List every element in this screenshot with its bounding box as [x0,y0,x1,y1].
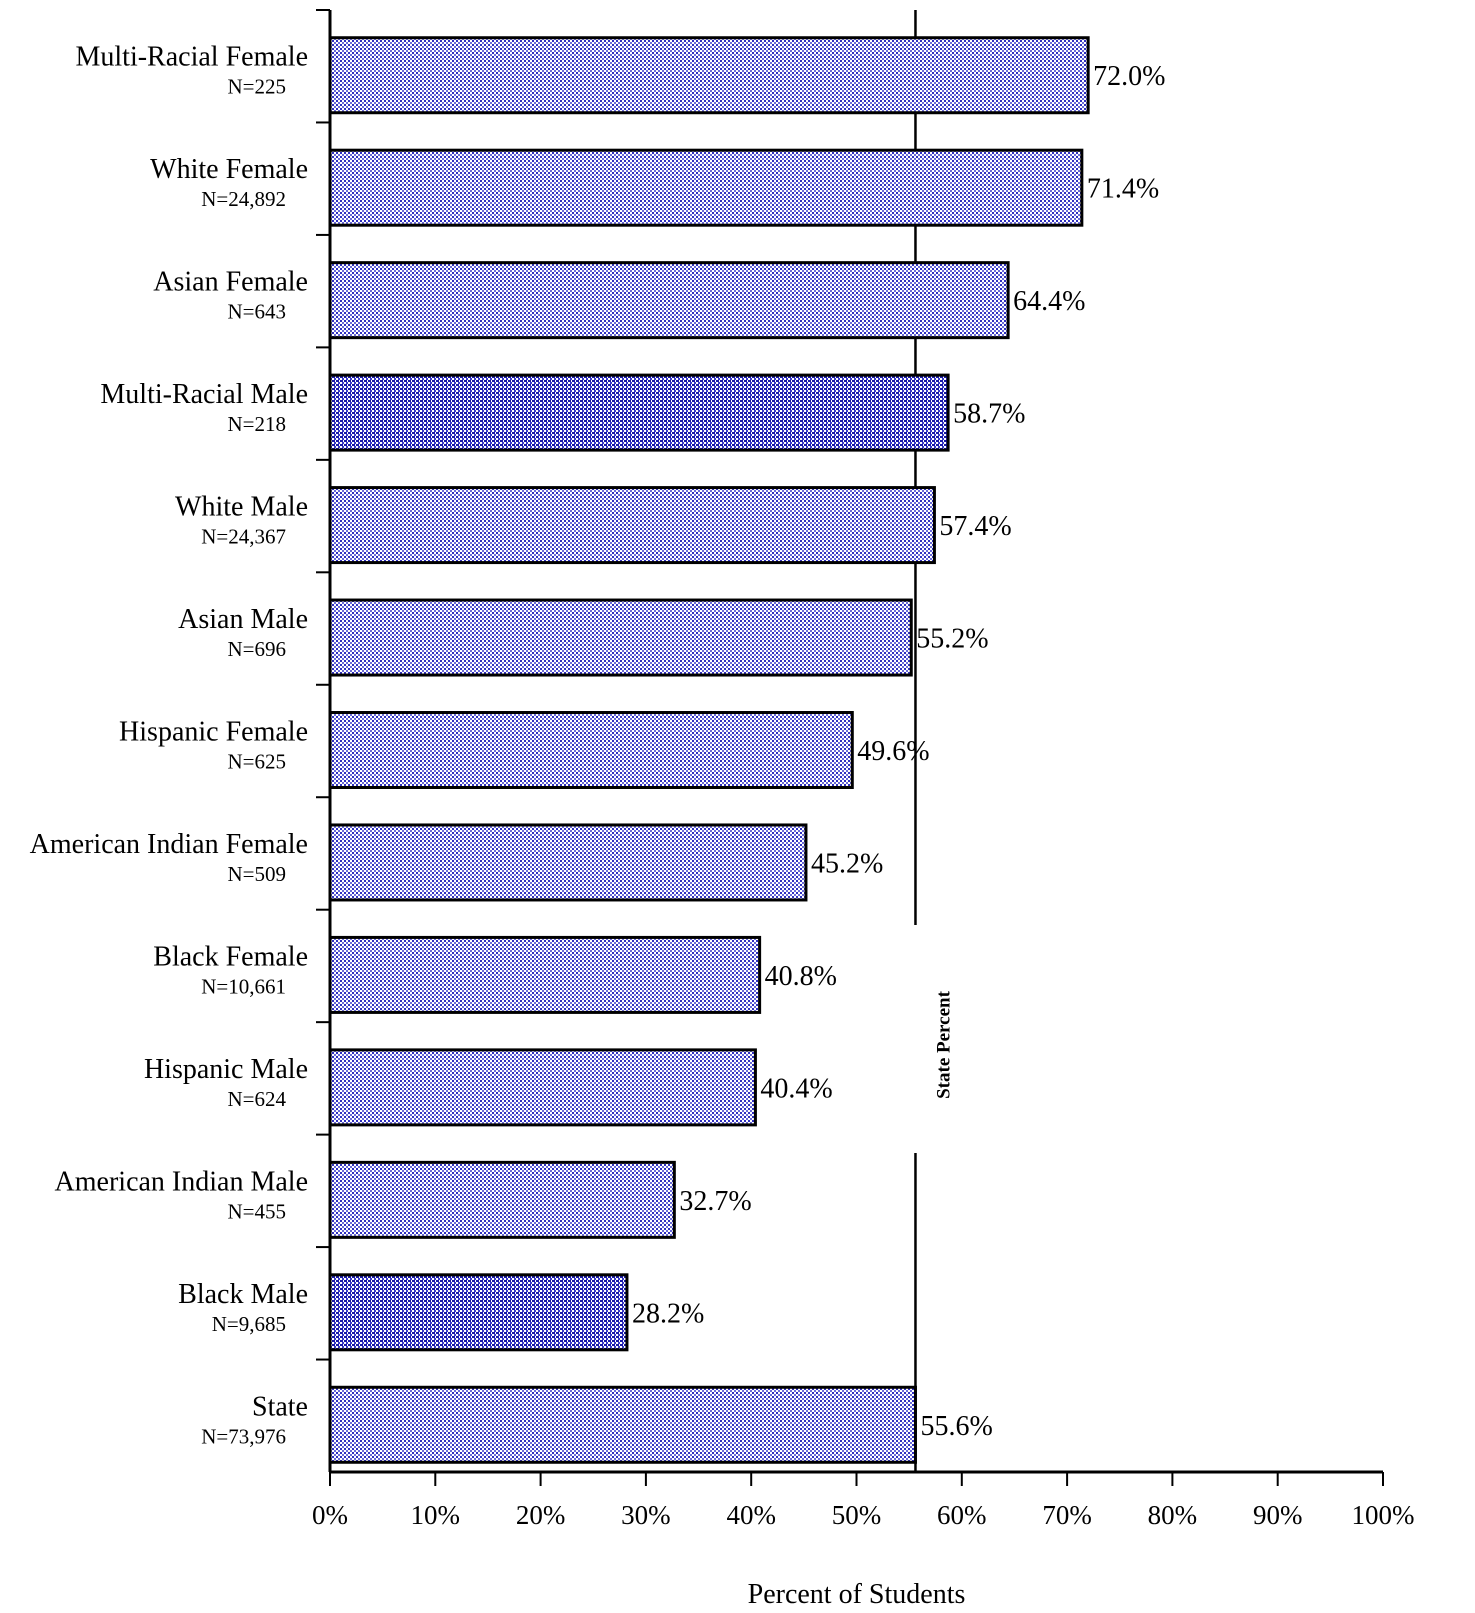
bar [328,935,762,1014]
bar-value-label: 32.7% [679,1186,751,1217]
category-label: American Indian Male [55,1166,308,1197]
bar [328,1385,917,1464]
category-count-label: N=624 [227,1087,286,1111]
x-tick-label: 30% [621,1500,671,1530]
bar [328,598,913,677]
category-count-label: N=73,976 [201,1424,286,1448]
category-count-label: N=696 [227,637,286,661]
bar [328,1273,629,1352]
category-label: Hispanic Female [119,717,308,748]
x-tick-label: 0% [312,1500,348,1530]
bar [328,1160,676,1239]
bars-layer [328,36,1090,1464]
x-tick-label: 70% [1042,1500,1092,1530]
bar [328,1048,757,1127]
category-count-label: N=24,367 [201,525,286,549]
category-label: Multi-Racial Male [100,379,308,410]
x-axis-title: Percent of Students [748,1579,966,1610]
category-label: Asian Female [153,267,308,298]
category-count-label: N=24,892 [201,187,286,211]
category-count-label: N=455 [227,1199,286,1223]
x-tick-label: 100% [1352,1500,1415,1530]
category-label: White Female [150,154,308,185]
x-tick-label: 80% [1148,1500,1198,1530]
bar-value-label: 40.8% [765,961,837,992]
category-count-label: N=10,661 [201,974,286,998]
category-count-label: N=625 [227,750,286,774]
reference-line-label: State Percent [933,990,954,1098]
category-count-label: N=9,685 [212,1312,286,1336]
category-label: Asian Male [178,604,308,635]
x-tick-label: 90% [1253,1500,1303,1530]
category-label: White Male [175,492,308,523]
category-count-label: N=509 [227,862,286,886]
category-label: Black Male [178,1279,308,1310]
category-count-label: N=643 [227,300,286,324]
category-count-label: N=225 [227,75,286,99]
bar-value-label: 28.2% [632,1298,704,1329]
bar [328,148,1084,227]
bar-value-label: 55.6% [920,1411,992,1442]
bar-value-label: 40.4% [760,1073,832,1104]
bar [328,36,1090,115]
bar-value-label: 45.2% [811,848,883,879]
bar [328,823,808,902]
category-label: State [252,1391,308,1422]
bar [328,373,950,452]
bar [328,261,1010,340]
category-label: American Indian Female [30,829,308,860]
x-tick-label: 40% [726,1500,776,1530]
bar [328,711,854,789]
bar-value-label: 55.2% [916,624,988,655]
bar-value-label: 58.7% [953,399,1025,430]
bar-value-label: 71.4% [1087,174,1159,205]
bar-value-label: 64.4% [1013,286,1085,317]
x-tick-label: 10% [411,1500,461,1530]
category-count-label: N=218 [227,412,286,436]
bar [328,486,936,565]
category-label: Multi-Racial Female [76,42,309,73]
bar-value-label: 49.6% [857,736,929,767]
category-label: Black Female [153,941,308,972]
x-tick-label: 60% [937,1500,987,1530]
axis-layer [316,9,1384,1486]
bar-value-label: 72.0% [1093,61,1165,92]
x-tick-label: 50% [832,1500,882,1530]
x-tick-label: 20% [516,1500,566,1530]
bar-value-label: 57.4% [939,511,1011,542]
category-label: Hispanic Male [144,1054,308,1085]
